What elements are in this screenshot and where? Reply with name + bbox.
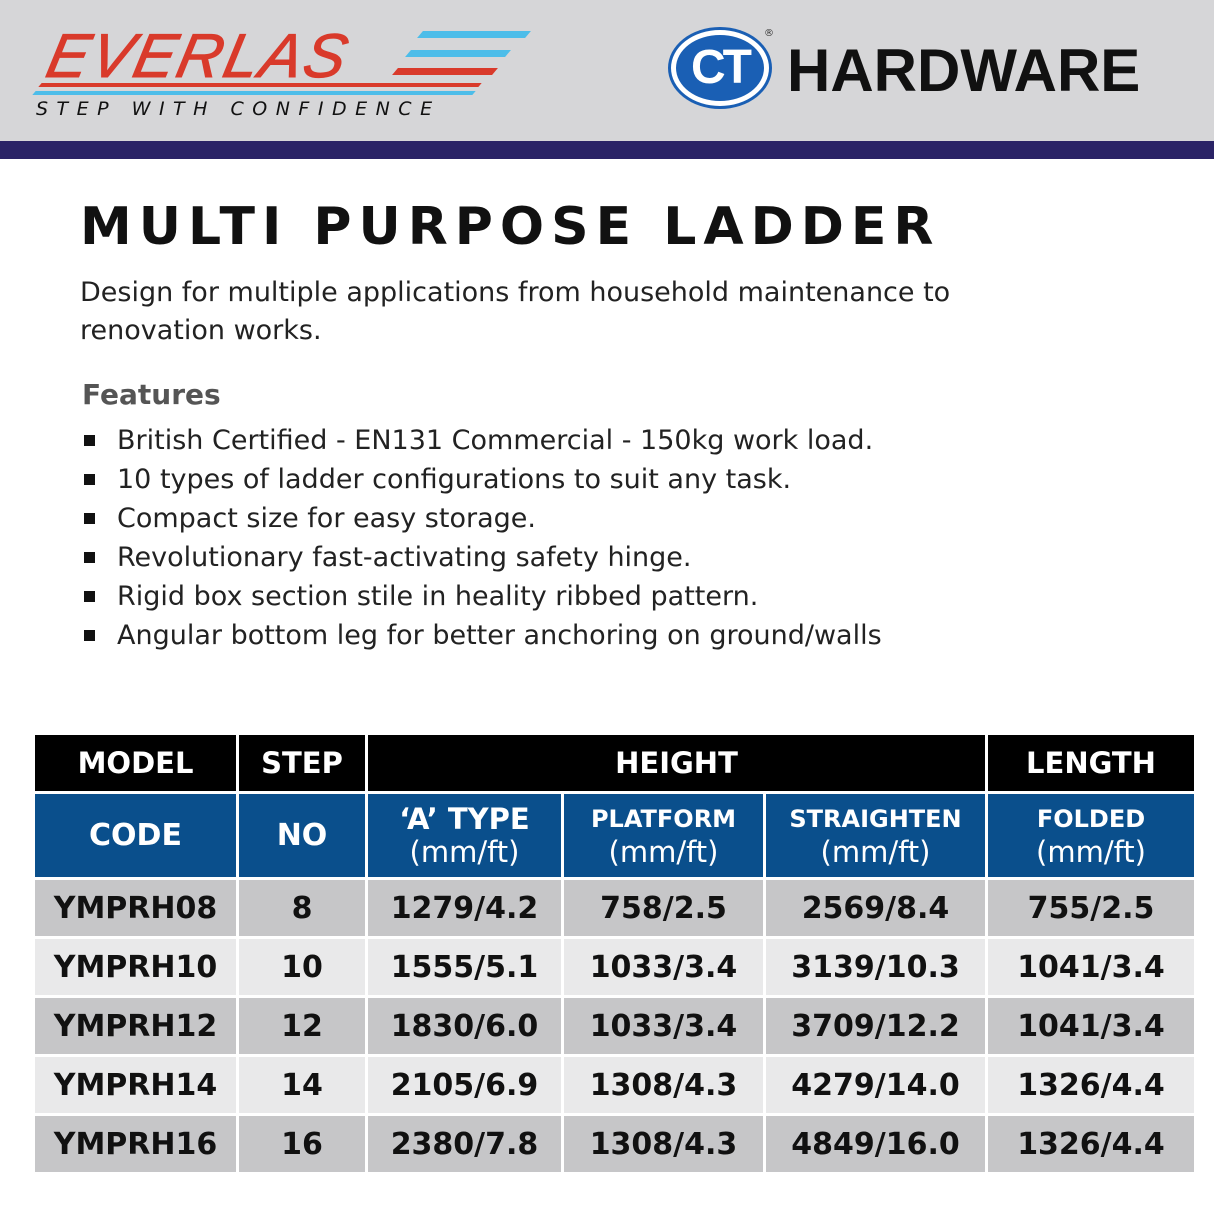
header-code: CODE	[35, 794, 236, 877]
group-header-step: STEP	[239, 735, 365, 791]
logo-underline	[38, 83, 482, 87]
header-label: ‘A’ TYPE	[399, 801, 530, 836]
group-header-length: LENGTH	[988, 735, 1194, 791]
feature-text: Rigid box section stile in heality ribbe…	[117, 581, 759, 612]
feature-item: Revolutionary fast-activating safety hin…	[82, 538, 882, 577]
folded-length-cell: 1041/3.4	[988, 998, 1194, 1054]
logo-stripe	[417, 31, 531, 38]
header-label: CODE	[89, 818, 182, 853]
table-row: YMPRH08 8 1279/4.2 758/2.5 2569/8.4 755/2.5	[35, 880, 1194, 936]
bullet-icon	[84, 474, 95, 485]
header-label: PLATFORM	[590, 804, 737, 833]
description: Design for multiple applications from ho…	[80, 277, 951, 346]
header-label: FOLDED	[1036, 804, 1146, 833]
platform-height-cell: 1308/4.3	[564, 1116, 763, 1172]
tagline: STEP WITH CONFIDENCE	[36, 98, 441, 120]
platform-height-cell: 1033/3.4	[564, 939, 763, 995]
model-code-cell: YMPRH10	[35, 939, 236, 995]
header-unit: (mm/ft)	[608, 834, 719, 869]
feature-text: British Certified - EN131 Commercial - 1…	[117, 425, 874, 456]
step-no-cell: 8	[239, 880, 365, 936]
feature-item: Angular bottom leg for better anchoring …	[82, 616, 882, 655]
header-unit: (mm/ft)	[820, 834, 931, 869]
header-band	[0, 0, 1214, 141]
registered-mark: ®	[764, 28, 774, 39]
feature-item: Rigid box section stile in heality ribbe…	[82, 577, 882, 616]
features-heading: Features	[82, 378, 221, 411]
step-no-cell: 14	[239, 1057, 365, 1113]
bullet-icon	[84, 630, 95, 641]
straighten-height-cell: 4279/14.0	[766, 1057, 985, 1113]
platform-height-cell: 1033/3.4	[564, 998, 763, 1054]
feature-item: British Certified - EN131 Commercial - 1…	[82, 421, 882, 460]
header-a-type: ‘A’ TYPE (mm/ft)	[368, 794, 561, 877]
logo-underline	[32, 91, 476, 95]
a-type-height-cell: 1279/4.2	[368, 880, 561, 936]
straighten-height-cell: 4849/16.0	[766, 1116, 985, 1172]
feature-text: 10 types of ladder configurations to sui…	[117, 464, 792, 495]
table-row: YMPRH10 10 1555/5.1 1033/3.4 3139/10.3 1041/3…	[35, 939, 1194, 995]
header-divider	[0, 141, 1214, 159]
feature-item: 10 types of ladder configurations to sui…	[82, 460, 882, 499]
model-code-cell: YMPRH12	[35, 998, 236, 1054]
feature-item: Compact size for easy storage.	[82, 499, 882, 538]
model-code-cell: YMPRH16	[35, 1116, 236, 1172]
folded-length-cell: 755/2.5	[988, 880, 1194, 936]
header-unit: (mm/ft)	[409, 834, 520, 869]
spec-table: MODEL STEP HEIGHT LENGTH CODE NO ‘A’ TYP…	[32, 732, 1197, 1175]
step-no-cell: 10	[239, 939, 365, 995]
bullet-icon	[84, 552, 95, 563]
folded-length-cell: 1326/4.4	[988, 1057, 1194, 1113]
feature-text: Angular bottom leg for better anchoring …	[117, 620, 882, 651]
platform-height-cell: 1308/4.3	[564, 1057, 763, 1113]
features-list: British Certified - EN131 Commercial - 1…	[82, 421, 882, 655]
model-code-cell: YMPRH08	[35, 880, 236, 936]
model-code-cell: YMPRH14	[35, 1057, 236, 1113]
table-row: YMPRH12 12 1830/6.0 1033/3.4 3709/12.2 1041/3…	[35, 998, 1194, 1054]
group-header-height: HEIGHT	[368, 735, 985, 791]
a-type-height-cell: 2380/7.8	[368, 1116, 561, 1172]
everlas-wordmark: EVERLAS	[40, 22, 356, 92]
folded-length-cell: 1326/4.4	[988, 1116, 1194, 1172]
logo-stripe	[392, 68, 498, 75]
bullet-icon	[84, 591, 95, 602]
header-platform: PLATFORM (mm/ft)	[564, 794, 763, 877]
feature-text: Revolutionary fast-activating safety hin…	[117, 542, 692, 573]
platform-height-cell: 758/2.5	[564, 880, 763, 936]
hardware-wordmark: HARDWARE	[787, 37, 1141, 104]
straighten-height-cell: 3709/12.2	[766, 998, 985, 1054]
logo-stripe	[405, 50, 511, 57]
step-no-cell: 16	[239, 1116, 365, 1172]
table-row: YMPRH16 16 2380/7.8 1308/4.3 4849/16.0 1326/4…	[35, 1116, 1194, 1172]
folded-length-cell: 1041/3.4	[988, 939, 1194, 995]
table-row: YMPRH14 14 2105/6.9 1308/4.3 4279/14.0 1326/4…	[35, 1057, 1194, 1113]
header-label: NO	[276, 818, 328, 853]
bullet-icon	[84, 435, 95, 446]
step-no-cell: 12	[239, 998, 365, 1054]
header-no: NO	[239, 794, 365, 877]
a-type-height-cell: 1555/5.1	[368, 939, 561, 995]
feature-text: Compact size for easy storage.	[117, 503, 536, 534]
group-header-model: MODEL	[35, 735, 236, 791]
a-type-height-cell: 1830/6.0	[368, 998, 561, 1054]
a-type-height-cell: 2105/6.9	[368, 1057, 561, 1113]
bullet-icon	[84, 513, 95, 524]
straighten-height-cell: 2569/8.4	[766, 880, 985, 936]
header-label: STRAIGHTEN	[789, 804, 962, 833]
ct-logo-mark: CT	[671, 30, 769, 106]
header-unit: (mm/ft)	[1036, 834, 1146, 869]
header-folded: FOLDED (mm/ft)	[988, 794, 1194, 877]
header-straighten: STRAIGHTEN (mm/ft)	[766, 794, 985, 877]
straighten-height-cell: 3139/10.3	[766, 939, 985, 995]
page-title: MULTI PURPOSE LADDER	[80, 197, 941, 257]
